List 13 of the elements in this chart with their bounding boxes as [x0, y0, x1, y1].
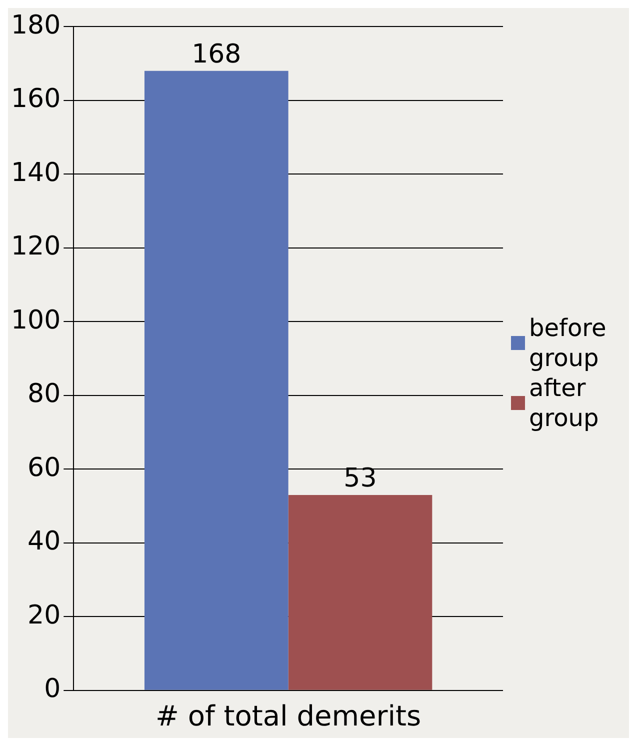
y-tick-label: 60 — [28, 452, 61, 483]
data-label: 168 — [192, 40, 242, 70]
y-tick-label: 80 — [28, 379, 61, 410]
y-tick-label: 20 — [28, 600, 61, 630]
x-tick-label: # of total demerits — [156, 699, 422, 732]
y-tick-label: 160 — [10, 84, 61, 114]
y-tick-label: 140 — [10, 158, 61, 188]
legend-label: after group — [529, 373, 600, 433]
y-tick-label: 0 — [44, 674, 61, 704]
y-tick-label: 120 — [10, 232, 61, 262]
y-tick-label: 180 — [10, 10, 61, 40]
y-tick-label: 40 — [28, 526, 61, 557]
y-tick-label: 100 — [10, 305, 61, 336]
